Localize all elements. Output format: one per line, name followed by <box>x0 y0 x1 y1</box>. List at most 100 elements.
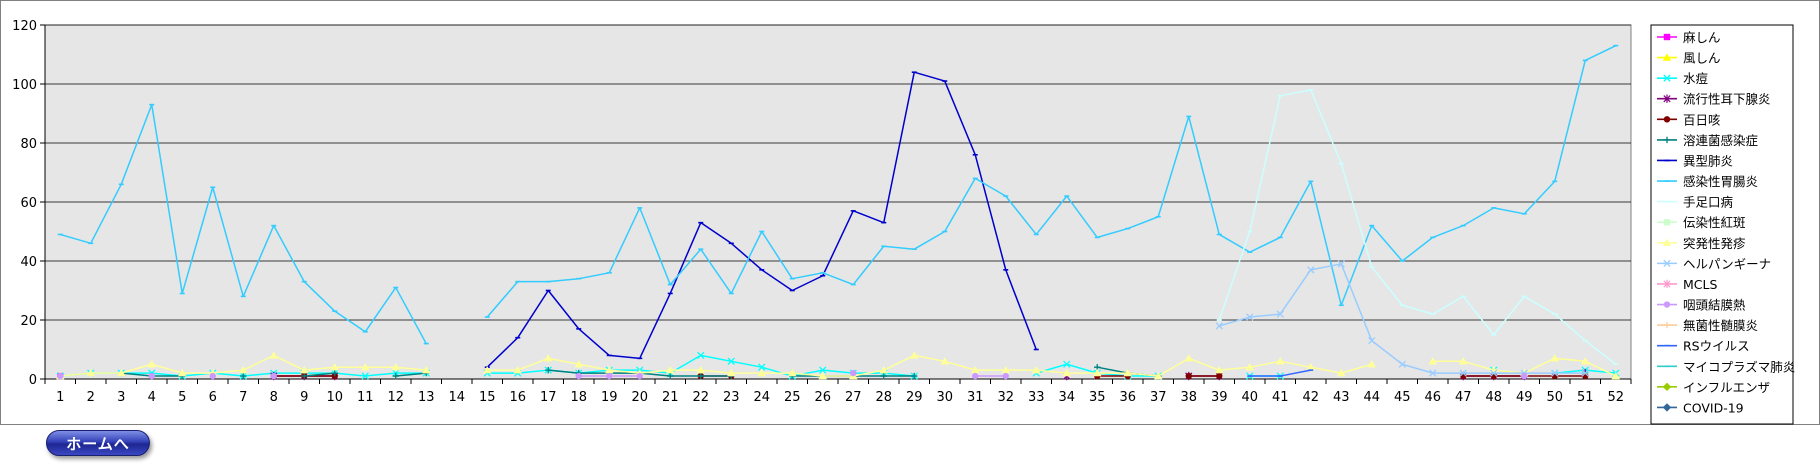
data-point <box>301 372 308 380</box>
data-point <box>392 372 399 380</box>
data-point <box>697 351 705 360</box>
legend-label: 突発性発疹 <box>1683 236 1746 251</box>
legend-label: 流行性耳下腺炎 <box>1683 92 1771 107</box>
data-point <box>1581 369 1589 377</box>
x-tick-label: 44 <box>1363 390 1380 405</box>
y-tick-label: 40 <box>20 255 37 270</box>
legend-label: 無菌性髄膜炎 <box>1683 318 1758 333</box>
x-tick-label: 5 <box>178 390 186 405</box>
data-point <box>727 357 735 365</box>
legend-swatch-marker <box>1663 136 1671 144</box>
data-point <box>117 368 126 377</box>
data-point <box>697 372 704 380</box>
y-tick-label: 60 <box>20 196 37 211</box>
legend-label: 風しん <box>1683 51 1721 66</box>
x-tick-label: 41 <box>1272 390 1289 405</box>
data-point <box>269 351 278 359</box>
data-point <box>818 371 827 380</box>
y-tick-label: 120 <box>12 19 37 34</box>
legend-swatch-marker <box>1662 382 1672 392</box>
data-point <box>850 369 857 377</box>
legend-box <box>1650 24 1794 425</box>
y-tick-label: 100 <box>12 78 37 93</box>
data-point <box>757 368 766 377</box>
data-point <box>911 372 918 380</box>
data-point <box>1246 313 1254 321</box>
data-point <box>1367 360 1376 368</box>
legend-label: 麻しん <box>1683 30 1721 45</box>
x-tick-label: 48 <box>1485 390 1502 405</box>
data-point <box>1062 368 1071 377</box>
x-tick-label: 2 <box>87 390 95 405</box>
x-tick-label: 27 <box>845 390 862 405</box>
x-tick-label: 51 <box>1577 390 1594 405</box>
x-tick-label: 40 <box>1241 390 1258 405</box>
legend-label: 咽頭結膜熱 <box>1683 298 1746 313</box>
x-tick-label: 31 <box>967 390 984 405</box>
x-tick-label: 13 <box>418 390 435 405</box>
data-point <box>240 372 247 380</box>
series-line <box>487 354 1372 377</box>
data-point <box>696 365 705 374</box>
data-point <box>1551 369 1559 377</box>
x-tick-label: 16 <box>509 390 526 405</box>
x-tick-label: 6 <box>209 390 217 405</box>
x-tick-label: 32 <box>997 390 1014 405</box>
data-point <box>819 366 827 374</box>
data-point <box>1611 371 1620 380</box>
data-point <box>178 368 187 377</box>
legend-swatch-marker <box>1662 238 1672 246</box>
x-tick-label: 9 <box>300 390 308 405</box>
x-tick-label: 33 <box>1028 390 1045 405</box>
x-tick-label: 38 <box>1180 390 1197 405</box>
data-point <box>1093 368 1102 377</box>
data-point <box>1429 369 1437 377</box>
x-tick-label: 22 <box>692 390 709 405</box>
x-tick-label: 18 <box>570 390 587 405</box>
series-8 <box>1216 89 1619 366</box>
data-point <box>1490 369 1498 377</box>
data-point <box>361 372 369 380</box>
data-point <box>727 368 736 377</box>
legend-label: 感染性胃腸炎 <box>1683 174 1758 189</box>
data-point <box>1459 369 1467 377</box>
data-point <box>483 365 492 374</box>
x-tick-label: 7 <box>239 390 247 405</box>
x-tick-label: 34 <box>1058 390 1075 405</box>
data-point <box>545 366 552 374</box>
home-button[interactable]: ホームへ <box>46 430 150 456</box>
x-tick-label: 43 <box>1333 390 1350 405</box>
series-line <box>395 372 427 377</box>
data-point <box>422 365 431 374</box>
data-point <box>605 365 614 374</box>
series-line <box>486 44 1617 318</box>
data-point <box>1550 354 1559 362</box>
data-point <box>1001 365 1010 374</box>
series-13 <box>57 369 1528 380</box>
legend-swatch-marker <box>1662 53 1672 61</box>
data-point <box>880 372 887 380</box>
y-tick-label: 20 <box>20 314 37 329</box>
data-point <box>1428 357 1437 365</box>
data-point <box>1002 372 1009 380</box>
x-tick-label: 42 <box>1302 390 1319 405</box>
x-tick-label: 4 <box>148 390 156 405</box>
data-point <box>1398 360 1406 368</box>
data-point <box>1368 336 1376 345</box>
data-point <box>209 372 216 380</box>
x-tick-label: 37 <box>1150 390 1167 405</box>
x-tick-label: 10 <box>326 390 343 405</box>
series-group <box>56 44 1620 381</box>
legend-swatch-marker <box>1663 321 1671 329</box>
data-point <box>972 372 979 380</box>
data-point <box>1521 372 1528 380</box>
legend-swatch-marker <box>1663 116 1671 123</box>
x-tick-label: 8 <box>270 390 278 405</box>
data-point <box>879 365 888 374</box>
series-15 <box>1247 369 1314 377</box>
x-tick-label: 24 <box>753 390 770 405</box>
data-point <box>148 372 155 380</box>
data-point <box>1245 363 1254 371</box>
